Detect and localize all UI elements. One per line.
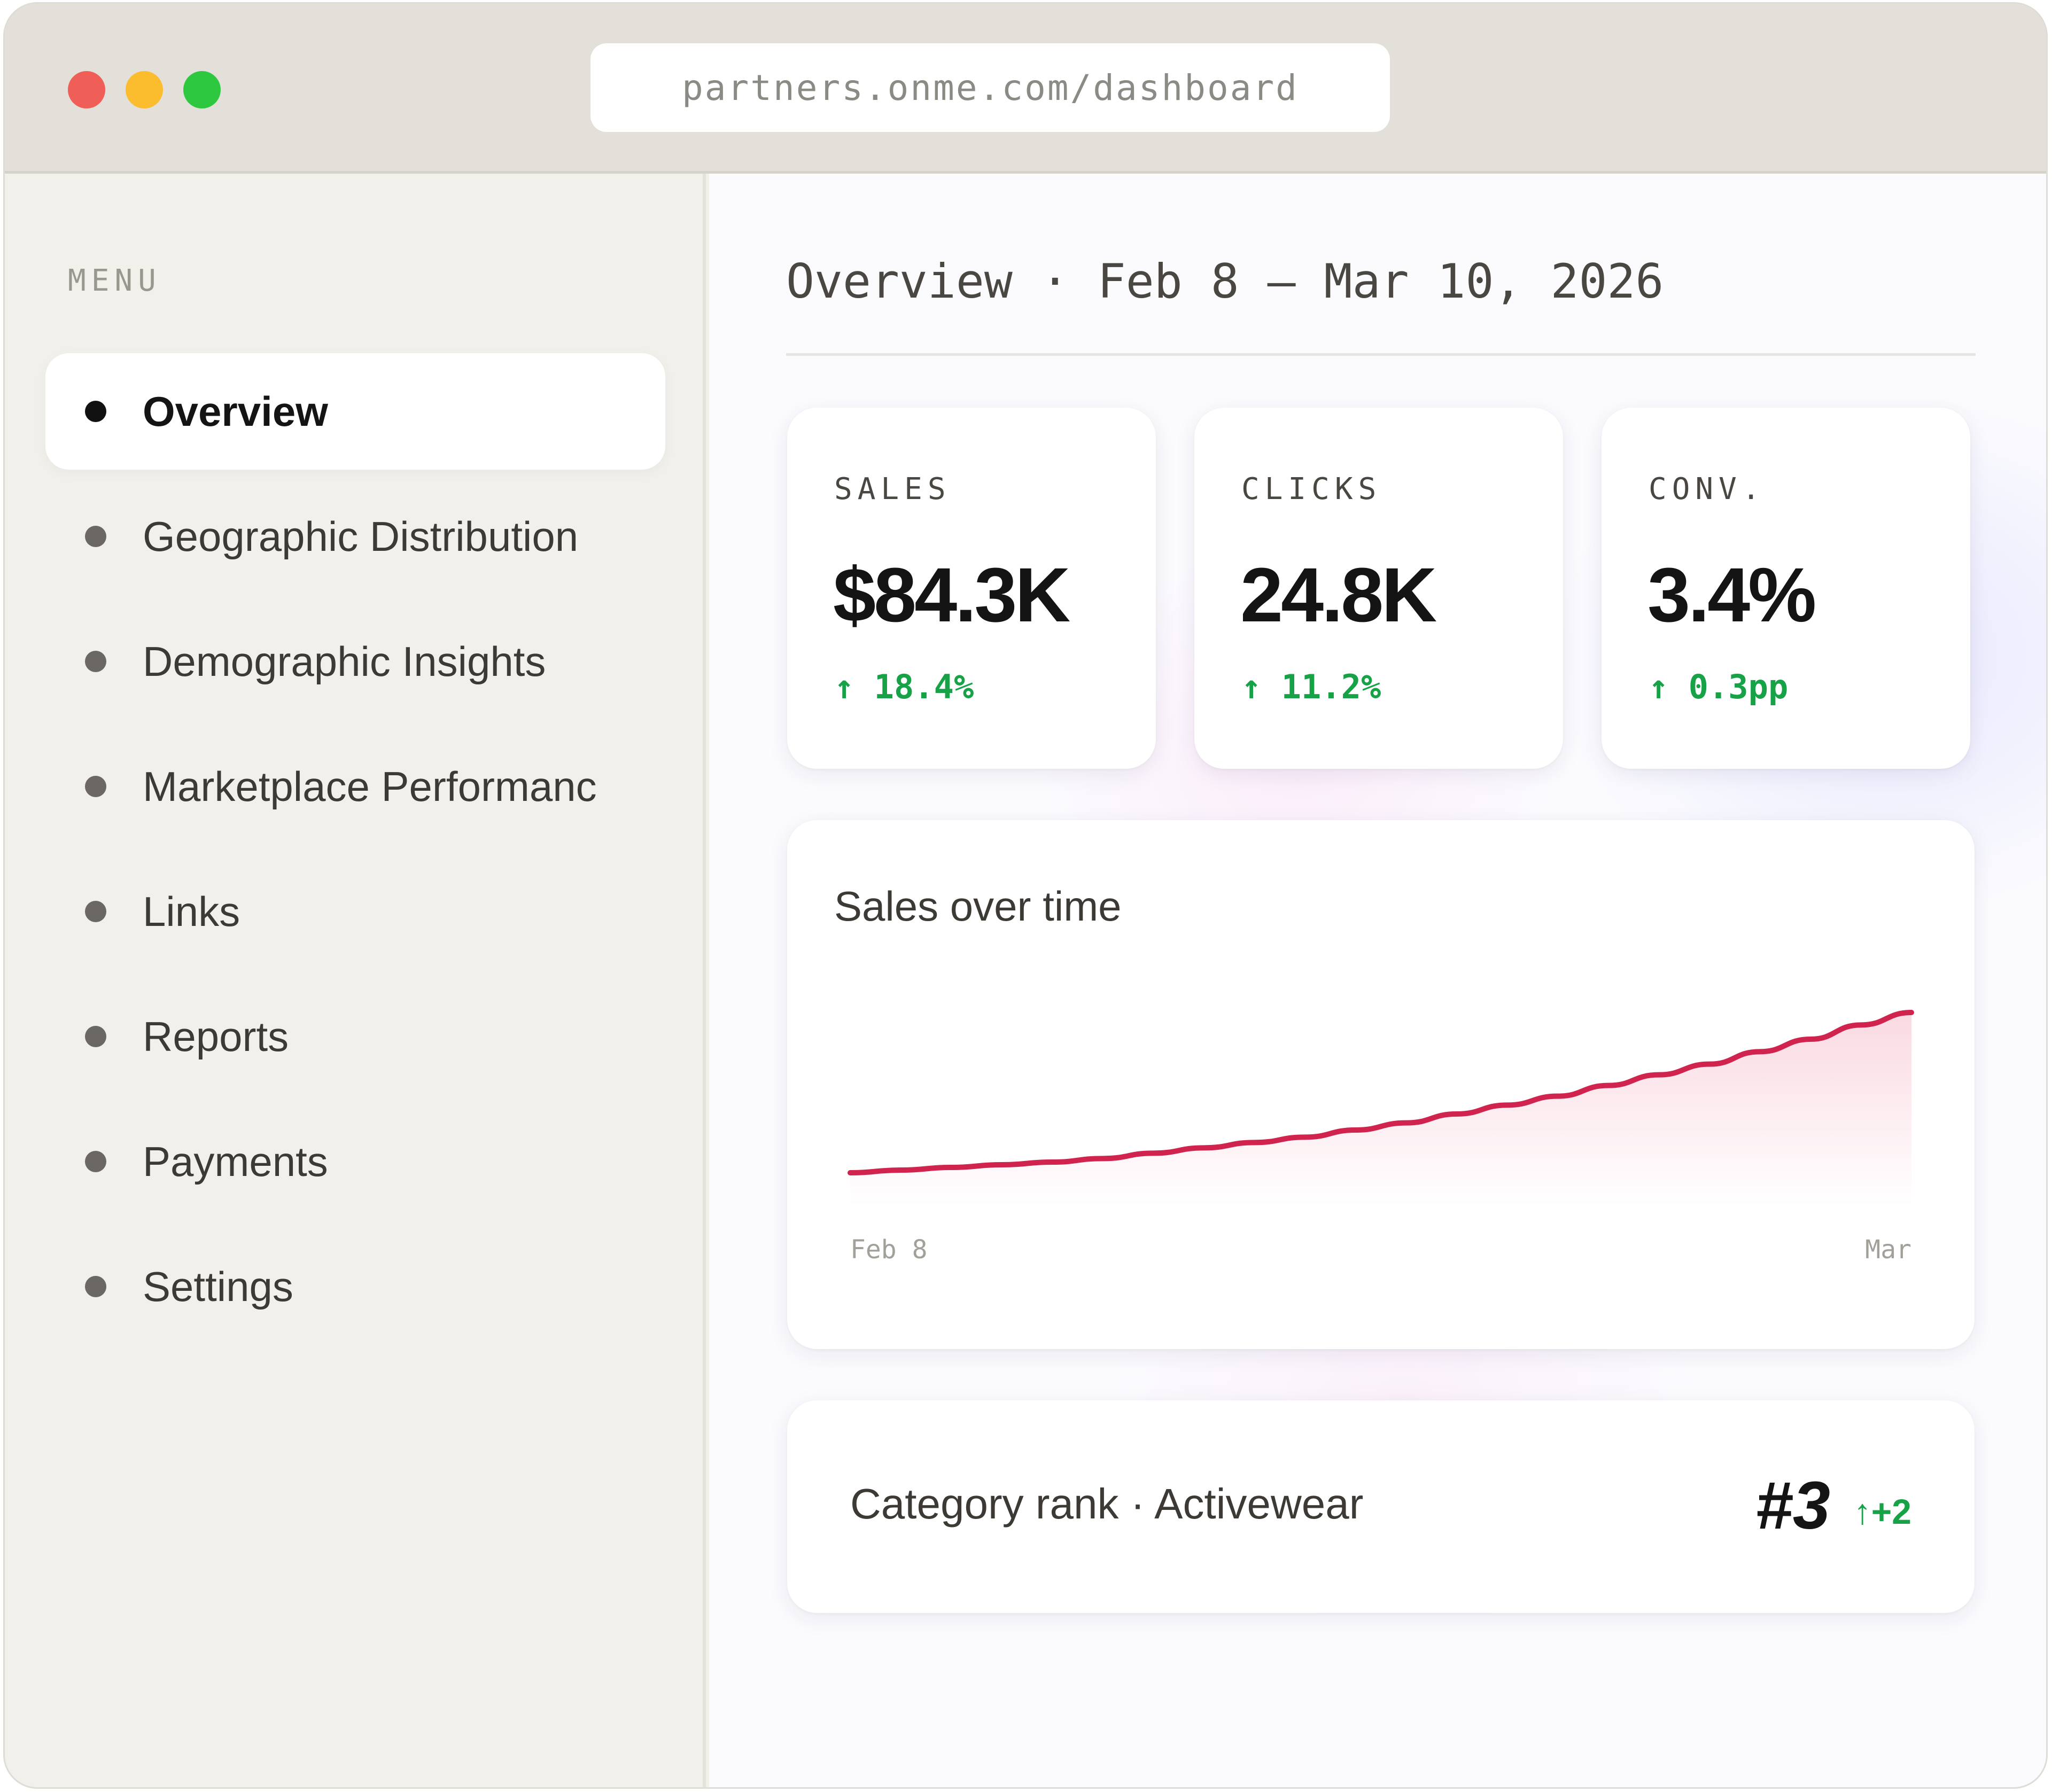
kpi-label: CLICKS <box>1241 472 1382 507</box>
bullet-icon <box>85 526 106 547</box>
sidebar-item-label: Reports <box>143 1012 289 1060</box>
x-tick-label: Feb 8 <box>850 1235 928 1265</box>
main-content: Overview · Feb 8 – Mar 10, 2026 SALES $8… <box>709 174 2046 1787</box>
bullet-icon <box>85 901 106 922</box>
sidebar-item-demographic-insights[interactable]: Demographic Insights <box>45 603 665 720</box>
kpi-value: 24.8K <box>1240 552 1437 638</box>
sidebar-item-label: Geographic Distribution <box>143 512 579 560</box>
bullet-icon <box>85 776 106 797</box>
bullet-icon <box>85 1026 106 1047</box>
chart-title: Sales over time <box>834 883 1122 930</box>
kpi-delta: ↑ 11.2% <box>1241 667 1381 706</box>
rank-value: #3 <box>1755 1468 1830 1543</box>
bullet-icon <box>85 1276 106 1297</box>
title-bar: partners.onme.com/dashboard <box>5 4 2046 174</box>
kpi-value: 3.4% <box>1647 552 1816 638</box>
sidebar-item-reports[interactable]: Reports <box>45 978 665 1095</box>
sidebar-item-label: Overview <box>143 387 328 435</box>
kpi-card-conversion: CONV. 3.4% ↑ 0.3pp <box>1602 408 1970 769</box>
close-window-button[interactable] <box>68 71 105 108</box>
kpi-card-clicks: CLICKS 24.8K ↑ 11.2% <box>1194 408 1563 769</box>
divider <box>786 353 1976 356</box>
category-rank-card: Category rank · Activewear #3 ↑+2 <box>787 1400 1975 1613</box>
sidebar-item-payments[interactable]: Payments <box>45 1103 665 1220</box>
sidebar-item-overview[interactable]: Overview <box>45 353 665 470</box>
sidebar-item-label: Settings <box>143 1263 293 1310</box>
address-bar[interactable]: partners.onme.com/dashboard <box>590 43 1390 132</box>
sidebar-item-label: Links <box>143 887 240 935</box>
maximize-window-button[interactable] <box>183 71 221 108</box>
sidebar-item-links[interactable]: Links <box>45 853 665 970</box>
bullet-icon <box>85 1151 106 1172</box>
kpi-card-sales: SALES $84.3K ↑ 18.4% <box>787 408 1156 769</box>
sidebar-item-geographic-distribution[interactable]: Geographic Distribution <box>45 478 665 595</box>
kpi-delta: ↑ 0.3pp <box>1649 667 1789 706</box>
page-title: Overview · Feb 8 – Mar 10, 2026 <box>786 254 1664 309</box>
sidebar-item-label: Demographic Insights <box>143 637 546 685</box>
kpi-label: SALES <box>834 472 951 507</box>
kpi-label: CONV. <box>1649 472 1766 507</box>
bullet-icon <box>85 651 106 672</box>
sidebar-item-marketplace-performance[interactable]: Marketplace Performanc <box>45 728 665 845</box>
bullet-icon <box>85 401 106 422</box>
sales-chart: Feb 8 Mar <box>848 1010 1914 1265</box>
sidebar: MENU Overview Geographic Distribution De… <box>5 174 706 1787</box>
rank-label: Category rank · Activewear <box>850 1480 1364 1528</box>
kpi-value: $84.3K <box>833 552 1070 638</box>
sidebar-item-settings[interactable]: Settings <box>45 1228 665 1345</box>
kpi-delta: ↑ 18.4% <box>834 667 974 706</box>
x-tick-label: Mar <box>1865 1235 1911 1265</box>
rank-delta: ↑+2 <box>1853 1492 1911 1531</box>
sales-chart-card: Sales over time Feb 8 Mar <box>787 820 1975 1349</box>
menu-heading: MENU <box>68 263 161 298</box>
sidebar-item-label: Marketplace Performanc <box>143 762 597 810</box>
sales-series-line <box>848 1010 1914 1175</box>
sales-area-fill <box>850 1012 1911 1205</box>
sidebar-item-label: Payments <box>143 1137 328 1185</box>
browser-window: partners.onme.com/dashboard MENU Overvie… <box>3 2 2048 1789</box>
minimize-window-button[interactable] <box>126 71 163 108</box>
